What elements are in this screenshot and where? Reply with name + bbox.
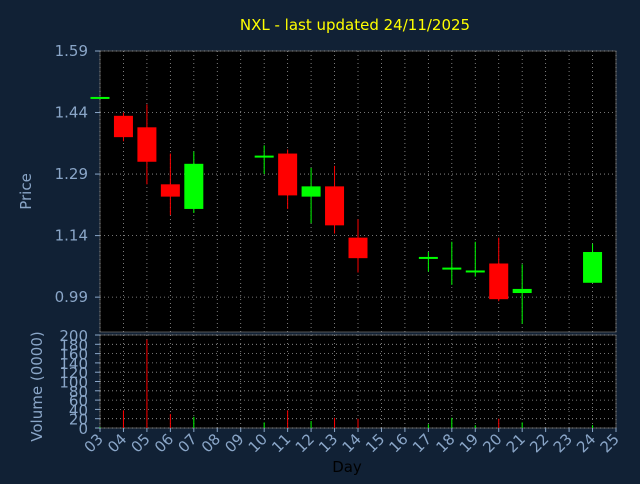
price-y-tick-label: 1.59 [55,42,88,60]
volume-plot-area [99,334,617,429]
volume-axis-label: Volume (0000) [28,331,46,441]
volume-y-tick-label: 40 [69,401,88,419]
candle-body [137,127,157,162]
chart-title: NXL - last updated 24/11/2025 [240,16,470,34]
candle-body [512,288,532,294]
volume-y-tick-label: 200 [59,327,88,345]
candle-body [489,263,509,300]
candle-body [325,186,345,226]
candle-body [418,256,438,259]
price-y-tick-label: 1.14 [55,227,88,245]
volume-y-tick-label: 180 [59,336,88,354]
price-panel: 1.59 1.44 1.29 1.14 0.99 Price [17,42,617,333]
volume-y-tick-label: 140 [59,355,88,373]
price-y-tick-label: 1.44 [55,104,88,122]
candle-body [465,270,485,273]
price-y-tick-label: 1.29 [55,165,88,183]
candle-body [348,237,368,259]
candle-body [90,96,110,99]
candle-body [278,153,298,196]
price-y-tick-label: 0.99 [55,288,88,306]
volume-y-tick-label: 80 [69,383,88,401]
candle-body [301,186,321,197]
volume-y-tick-label: 100 [59,374,88,392]
candle-body [113,115,133,138]
candle-body [184,163,204,209]
x-axis-label: Day [332,458,362,476]
candle-body [442,267,462,270]
volume-y-tick-label: 0 [78,420,88,438]
volume-y-tick-label: 160 [59,346,88,364]
volume-y-tick-label: 60 [69,392,88,410]
volume-y-tick-label: 20 [69,411,88,429]
volume-y-tick-label: 120 [59,364,88,382]
candle-body [583,252,603,283]
candle-body [160,184,180,197]
candle-body [254,155,274,158]
price-axis-label: Price [17,173,35,210]
